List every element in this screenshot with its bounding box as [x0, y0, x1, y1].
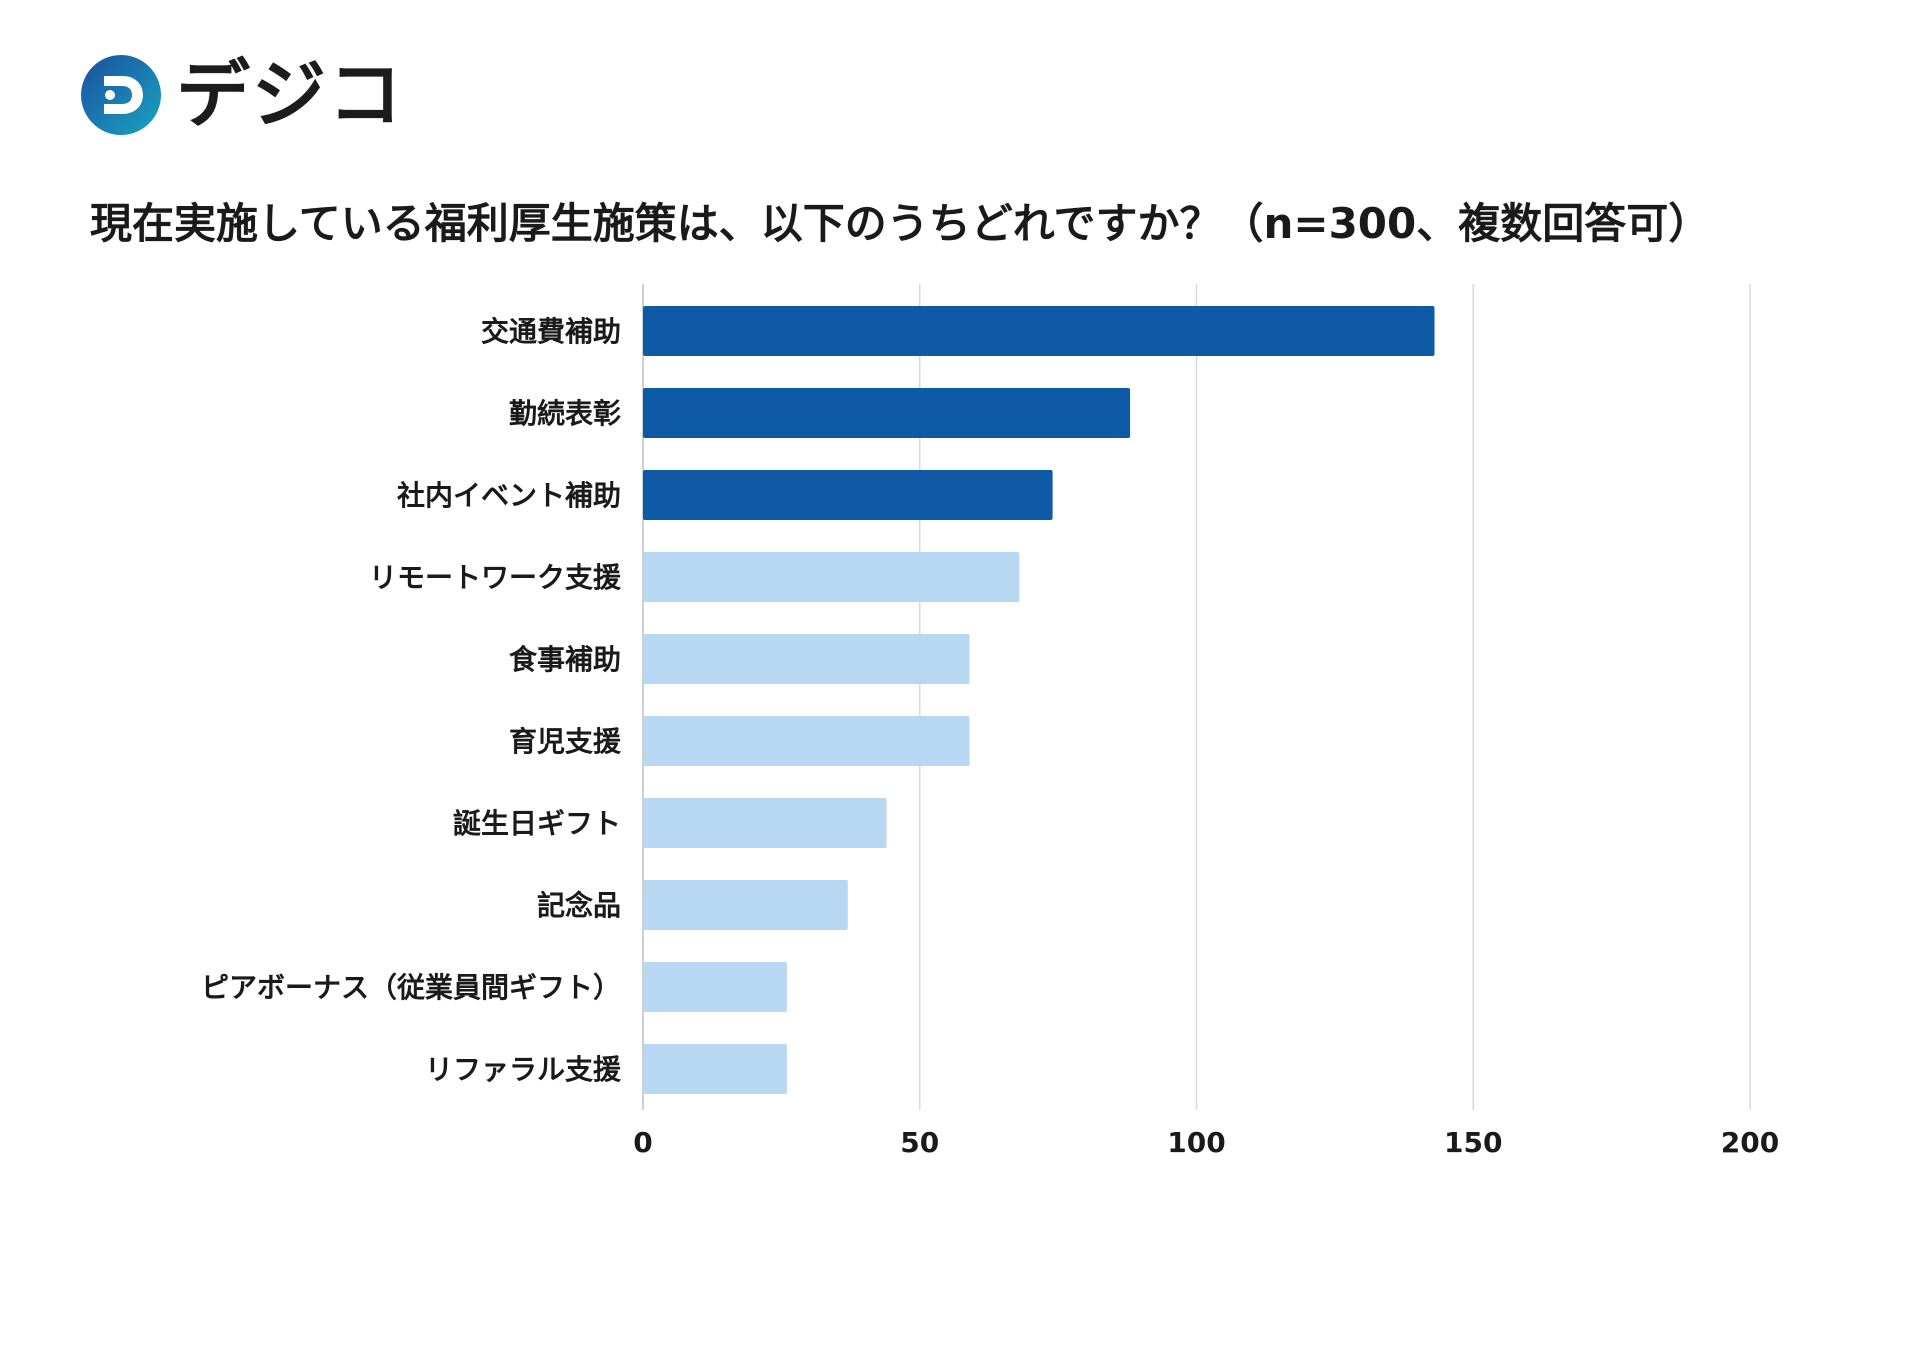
x-tick-label: 200 — [1721, 1126, 1779, 1159]
bar — [643, 306, 1435, 356]
category-label: ピアボーナス（従業員間ギフト） — [201, 971, 621, 1004]
category-label: リモートワーク支援 — [369, 561, 622, 594]
brand-name: デジコ — [176, 52, 404, 138]
category-label: 誕生日ギフト — [453, 807, 621, 840]
category-label: 交通費補助 — [481, 315, 621, 348]
x-tick-label: 150 — [1444, 1126, 1502, 1159]
x-tick-label: 0 — [633, 1126, 652, 1159]
bar — [643, 470, 1053, 520]
x-tick-labels: 0 50 100 150 200 — [633, 1126, 1779, 1159]
x-tick-label: 100 — [1167, 1126, 1225, 1159]
bar — [643, 962, 787, 1012]
bar — [643, 552, 1020, 602]
logo-mark-icon — [81, 55, 161, 135]
category-label: 食事補助 — [509, 643, 621, 676]
category-label: 社内イベント補助 — [397, 479, 621, 512]
bar — [643, 634, 970, 684]
category-label: リファラル支援 — [425, 1053, 622, 1086]
category-label: 記念品 — [537, 889, 621, 922]
chart-title: 現在実施している福利厚生施策は、以下のうちどれですか？（n=300、複数回答可） — [90, 199, 1711, 248]
brand-logo: デジコ — [80, 50, 404, 140]
bar — [643, 716, 970, 766]
bar — [643, 880, 848, 930]
category-labels: 交通費補助勤続表彰社内イベント補助リモートワーク支援食事補助育児支援誕生日ギフト… — [201, 315, 622, 1086]
bar — [643, 388, 1131, 438]
bar — [643, 1044, 787, 1094]
bars — [643, 306, 1435, 1094]
bar — [643, 798, 887, 848]
category-label: 勤続表彰 — [509, 397, 621, 430]
category-label: 育児支援 — [509, 725, 622, 758]
x-tick-label: 50 — [900, 1126, 939, 1159]
